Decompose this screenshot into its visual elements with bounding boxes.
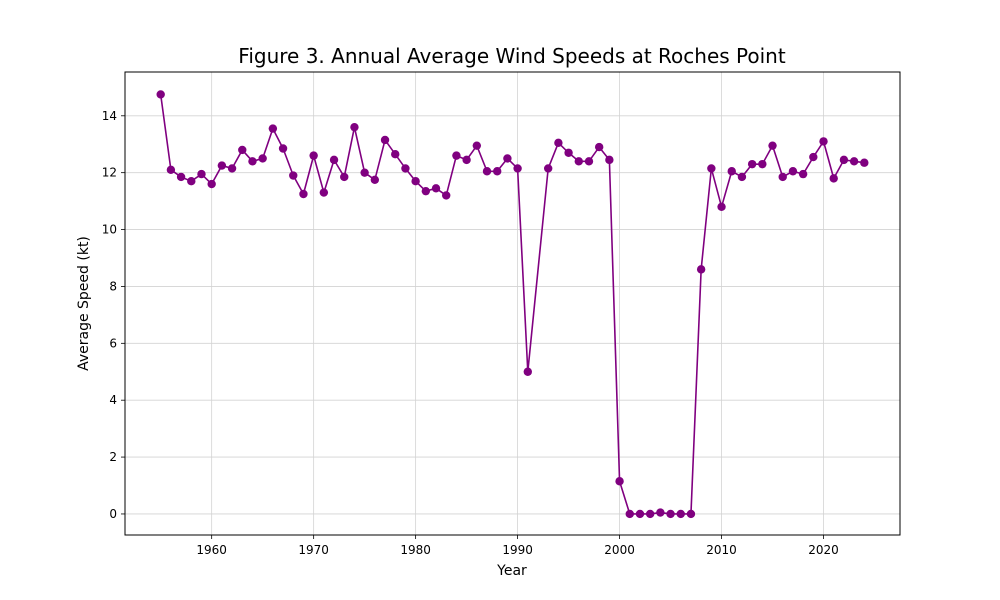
x-tick-label: 1990	[502, 543, 533, 557]
data-point	[513, 164, 522, 173]
data-point	[829, 174, 838, 183]
x-tick-label: 1980	[400, 543, 431, 557]
x-tick-label: 2010	[706, 543, 737, 557]
data-point	[380, 135, 390, 145]
data-point	[819, 137, 828, 146]
data-point	[860, 158, 869, 167]
data-point	[258, 154, 267, 163]
data-point	[391, 149, 400, 159]
data-point	[676, 509, 685, 519]
data-point	[156, 90, 165, 99]
data-point	[401, 164, 410, 173]
chart-title: Figure 3. Annual Average Wind Speeds at …	[238, 44, 786, 68]
data-point	[319, 188, 329, 197]
data-point	[166, 165, 176, 175]
data-point	[472, 141, 482, 150]
data-point	[176, 172, 186, 182]
data-point	[656, 508, 665, 517]
y-tick-label: 8	[109, 279, 117, 293]
data-point	[594, 142, 604, 152]
data-point	[645, 509, 655, 519]
data-point	[503, 154, 512, 163]
data-point	[635, 509, 645, 519]
data-point	[554, 138, 563, 148]
data-point	[788, 167, 798, 176]
data-point	[350, 122, 359, 132]
data-point	[849, 157, 859, 166]
data-point	[217, 161, 227, 170]
y-tick-label: 10	[102, 223, 117, 237]
data-point	[584, 157, 594, 166]
series-layer	[156, 90, 869, 519]
y-tick-label: 0	[109, 507, 117, 521]
data-point	[839, 155, 849, 165]
data-point	[248, 157, 257, 166]
data-point	[737, 172, 747, 182]
data-point	[686, 509, 696, 519]
data-point	[227, 164, 237, 173]
data-point	[329, 155, 339, 165]
data-point	[421, 186, 431, 196]
x-tick-label: 1970	[298, 543, 329, 557]
plot-frame	[124, 71, 901, 536]
data-point	[605, 155, 614, 165]
data-point	[768, 141, 777, 150]
data-point	[360, 168, 369, 177]
data-point	[411, 177, 420, 186]
data-point	[574, 157, 583, 166]
data-point	[299, 189, 308, 199]
data-point	[696, 265, 706, 274]
data-point	[268, 124, 278, 133]
data-point	[238, 145, 247, 155]
y-tick-label: 2	[109, 450, 117, 464]
data-point	[625, 509, 634, 519]
x-tick-label: 2020	[808, 543, 839, 557]
data-point	[615, 477, 624, 486]
data-point	[370, 175, 380, 184]
data-point	[197, 169, 206, 179]
data-point	[278, 144, 288, 153]
data-point	[778, 172, 787, 182]
x-axis: 1960 1970 1980 1990 2000 2010 2020	[196, 535, 839, 557]
data-point	[442, 191, 451, 200]
data-point	[452, 151, 461, 160]
data-point	[798, 169, 808, 179]
data-point	[340, 172, 349, 182]
data-point	[207, 179, 216, 189]
y-tick-label: 6	[109, 336, 117, 350]
data-point	[758, 159, 767, 169]
data-point	[543, 164, 553, 173]
data-point	[809, 152, 818, 162]
data-point	[289, 171, 298, 180]
data-point	[462, 155, 471, 165]
y-axis: 0 2 4 6 8 10 12 14	[102, 109, 125, 521]
data-point	[666, 509, 675, 519]
x-axis-label: Year	[496, 563, 527, 579]
x-tick-label: 1960	[196, 543, 227, 557]
data-point	[727, 167, 736, 176]
data-point	[482, 167, 492, 176]
grid	[125, 72, 900, 535]
y-tick-label: 12	[102, 166, 117, 180]
data-point	[309, 151, 318, 160]
data-point	[493, 167, 502, 176]
data-point	[717, 202, 726, 212]
data-point	[564, 148, 573, 157]
data-point	[707, 164, 716, 173]
y-tick-label: 4	[109, 393, 117, 407]
data-point	[523, 367, 532, 376]
data-point	[747, 159, 757, 169]
data-point	[431, 184, 441, 193]
y-tick-label: 14	[102, 109, 117, 123]
x-tick-label: 2000	[604, 543, 635, 557]
data-point	[187, 177, 196, 186]
y-axis-label: Average Speed (kt)	[76, 236, 92, 371]
